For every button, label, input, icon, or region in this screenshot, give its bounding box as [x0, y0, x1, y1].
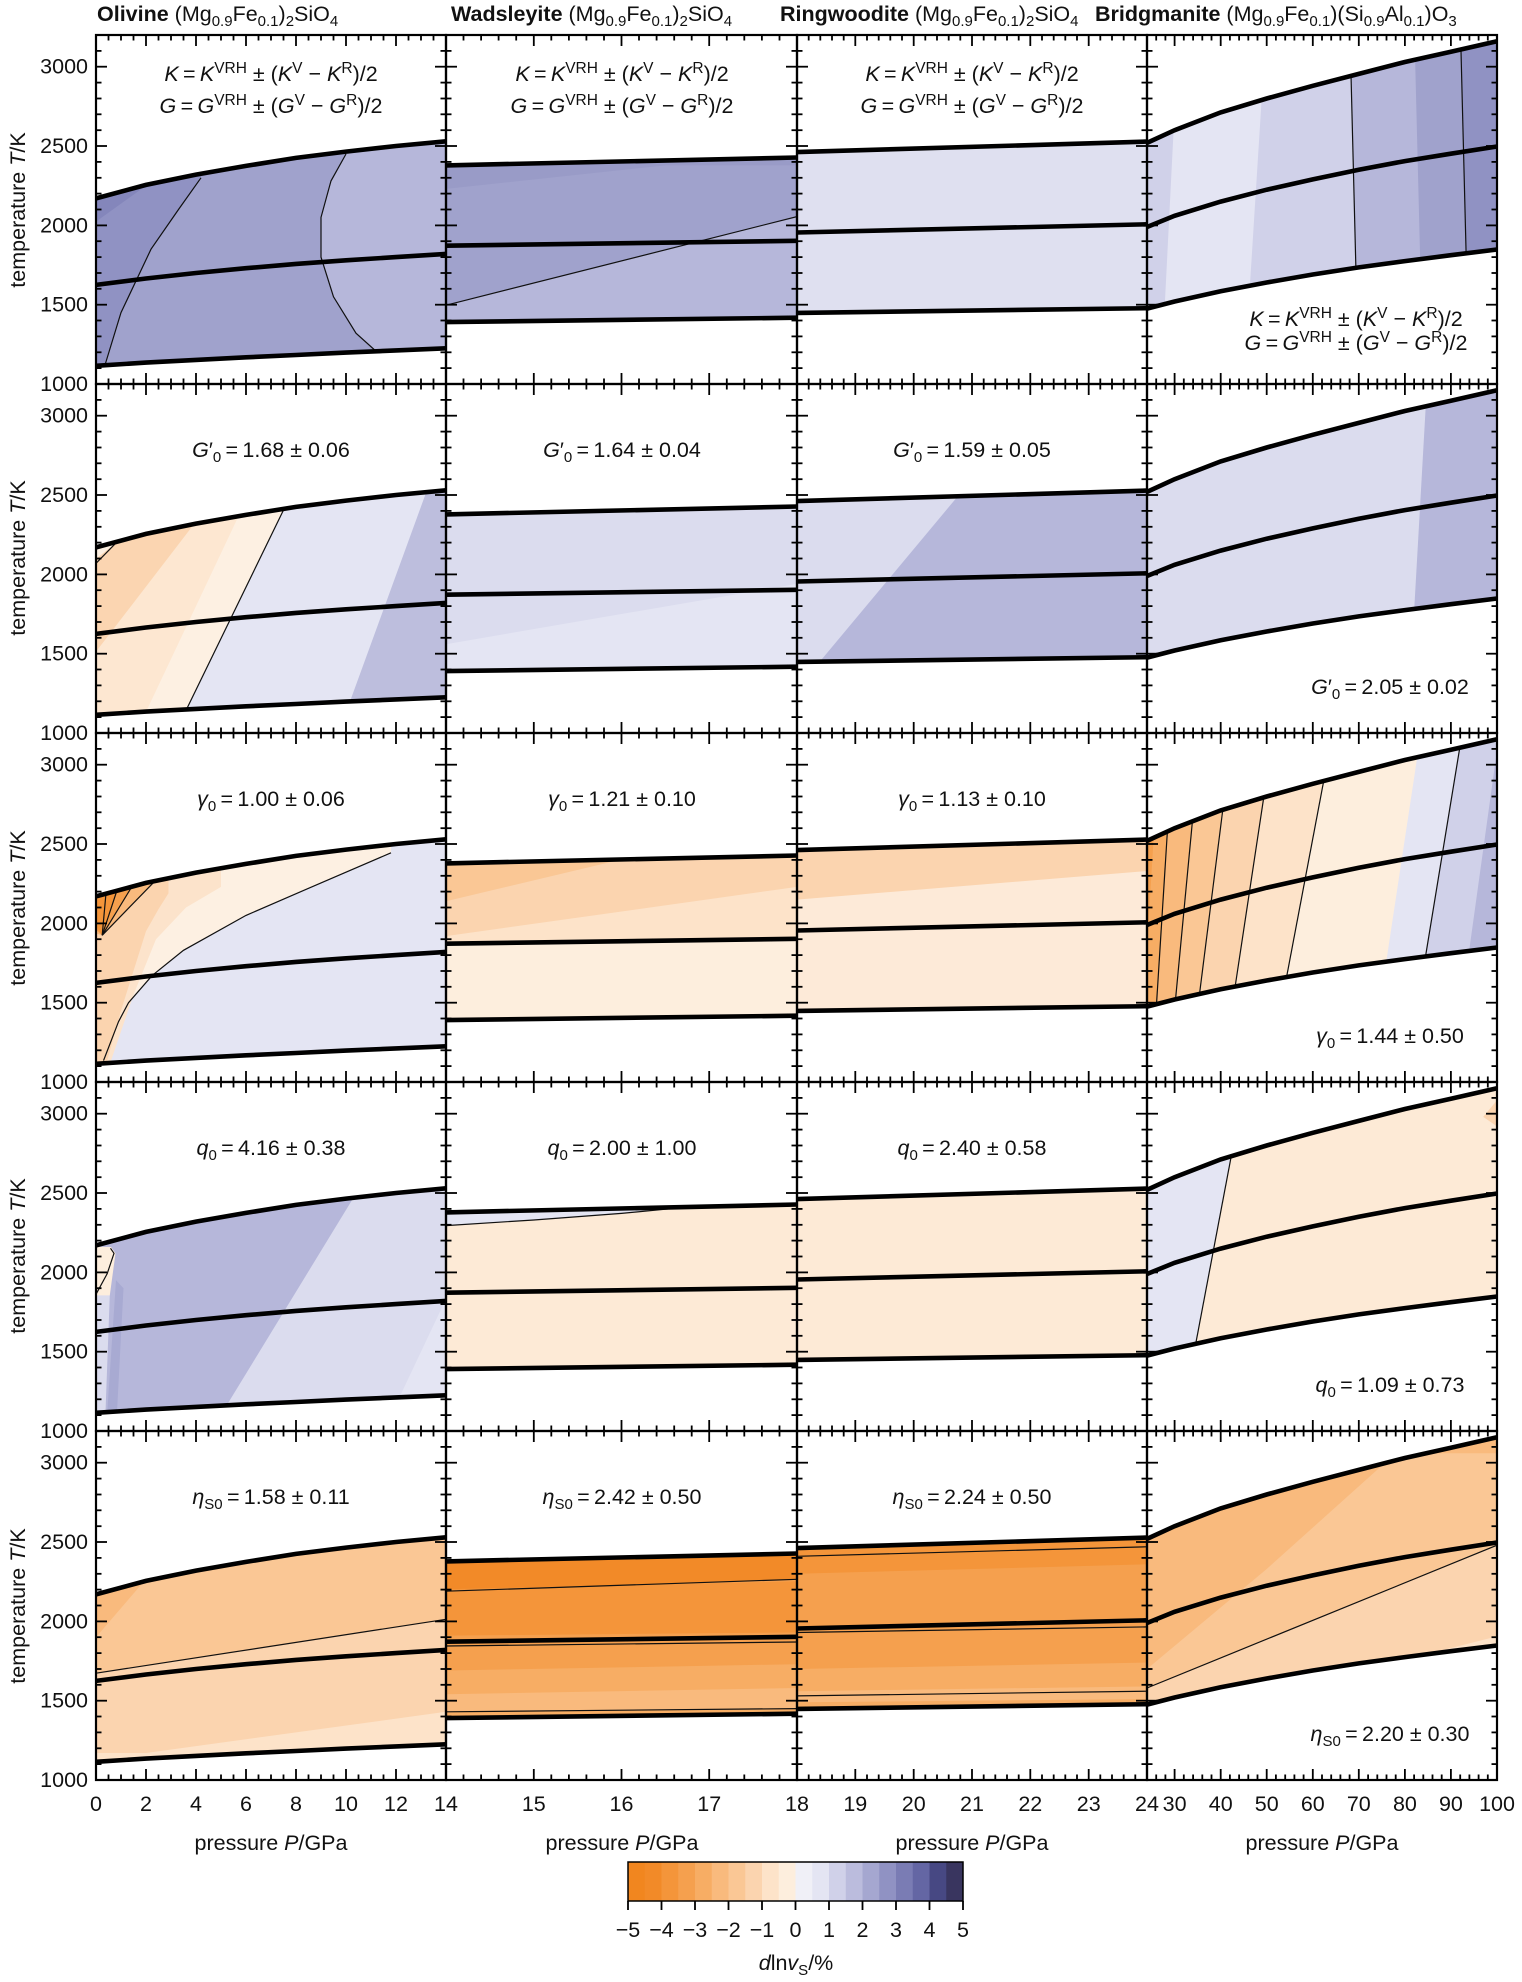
svg-text:1000: 1000 [40, 721, 88, 745]
svg-text:8: 8 [290, 1792, 302, 1816]
svg-text:90: 90 [1439, 1792, 1463, 1816]
svg-text:3000: 3000 [40, 55, 88, 79]
svg-text:21: 21 [960, 1792, 984, 1816]
svg-text:12: 12 [384, 1792, 408, 1816]
svg-text:Wadsleyite (Mg0.9​Fe0.1​)2​SiO: Wadsleyite (Mg0.9​Fe0.1​)2​SiO4​ [451, 2, 732, 30]
svg-text:24: 24 [1135, 1792, 1159, 1816]
svg-text:temperature T/K: temperature T/K [6, 830, 30, 986]
svg-text:2500: 2500 [40, 1530, 88, 1554]
svg-text:G = GVRH​ ± (GV​ − GR​)/2: G = GVRH​ ± (GV​ − GR​)/2 [160, 92, 383, 118]
svg-text:2000: 2000 [40, 1260, 88, 1284]
svg-text:16: 16 [610, 1792, 634, 1816]
svg-text:−4: −4 [649, 1918, 674, 1942]
svg-text:50: 50 [1255, 1792, 1279, 1816]
svg-text:q0​ = 2.00 ± 1.00: q0​ = 2.00 ± 1.00 [548, 1136, 697, 1164]
svg-text:1500: 1500 [40, 1340, 88, 1364]
svg-text:100: 100 [1479, 1792, 1515, 1816]
svg-text:dlnvS​/%: dlnvS​/% [759, 1951, 834, 1979]
svg-text:20: 20 [902, 1792, 926, 1816]
svg-text:G = GVRH​ ± (GV​ − GR​)/2: G = GVRH​ ± (GV​ − GR​)/2 [861, 92, 1084, 118]
svg-text:Ringwoodite (Mg0.9​Fe0.1​)2​Si: Ringwoodite (Mg0.9​Fe0.1​)2​SiO4​ [780, 2, 1079, 30]
svg-text:1000: 1000 [40, 1070, 88, 1094]
svg-text:10: 10 [334, 1792, 358, 1816]
svg-text:6: 6 [240, 1792, 252, 1816]
svg-text:q0​ = 4.16 ± 0.38: q0​ = 4.16 ± 0.38 [197, 1136, 346, 1164]
svg-text:2: 2 [140, 1792, 152, 1816]
svg-text:30: 30 [1163, 1792, 1187, 1816]
svg-text:17: 17 [697, 1792, 721, 1816]
svg-text:3: 3 [890, 1918, 902, 1942]
svg-text:2000: 2000 [40, 213, 88, 237]
svg-text:2500: 2500 [40, 483, 88, 507]
svg-text:15: 15 [522, 1792, 546, 1816]
svg-text:0: 0 [90, 1792, 102, 1816]
svg-text:pressure P/GPa: pressure P/GPa [896, 1831, 1049, 1855]
svg-text:temperature T/K: temperature T/K [6, 132, 30, 288]
svg-text:4: 4 [924, 1918, 936, 1942]
svg-text:3000: 3000 [40, 404, 88, 428]
svg-text:γ0​ = 1.44 ± 0.50: γ0​ = 1.44 ± 0.50 [1316, 1024, 1464, 1052]
svg-text:q0​ = 2.40 ± 0.58: q0​ = 2.40 ± 0.58 [898, 1136, 1047, 1164]
svg-text:pressure P/GPa: pressure P/GPa [195, 1831, 348, 1855]
svg-text:2000: 2000 [40, 1609, 88, 1633]
svg-text:23: 23 [1077, 1792, 1101, 1816]
svg-text:1000: 1000 [40, 372, 88, 396]
svg-text:0: 0 [790, 1918, 802, 1942]
svg-text:1500: 1500 [40, 991, 88, 1015]
svg-text:3000: 3000 [40, 1451, 88, 1475]
svg-text:80: 80 [1393, 1792, 1417, 1816]
svg-text:1500: 1500 [40, 1689, 88, 1713]
svg-text:19: 19 [843, 1792, 867, 1816]
svg-text:pressure P/GPa: pressure P/GPa [1246, 1831, 1399, 1855]
svg-text:temperature T/K: temperature T/K [6, 1528, 30, 1684]
svg-text:2000: 2000 [40, 562, 88, 586]
svg-text:−3: −3 [683, 1918, 708, 1942]
svg-text:2: 2 [857, 1918, 869, 1942]
svg-text:−5: −5 [616, 1918, 641, 1942]
svg-text:14: 14 [434, 1792, 458, 1816]
svg-text:22: 22 [1018, 1792, 1042, 1816]
svg-text:40: 40 [1209, 1792, 1233, 1816]
svg-text:2500: 2500 [40, 832, 88, 856]
svg-text:3000: 3000 [40, 753, 88, 777]
svg-text:−1: −1 [750, 1918, 775, 1942]
svg-text:γ0​ = 1.13 ± 0.10: γ0​ = 1.13 ± 0.10 [898, 787, 1046, 815]
svg-text:1500: 1500 [40, 293, 88, 317]
svg-text:γ0​ = 1.21 ± 0.10: γ0​ = 1.21 ± 0.10 [548, 787, 696, 815]
svg-text:−2: −2 [716, 1918, 741, 1942]
svg-text:ηS0​ = 1.58 ± 0.11: ηS0​ = 1.58 ± 0.11 [192, 1485, 349, 1513]
svg-text:temperature T/K: temperature T/K [6, 1178, 30, 1334]
svg-text:pressure P/GPa: pressure P/GPa [546, 1831, 699, 1855]
svg-text:4: 4 [190, 1792, 202, 1816]
svg-text:1000: 1000 [40, 1768, 88, 1792]
svg-text:G = GVRH​ ± (GV​ − GR​)/2: G = GVRH​ ± (GV​ − GR​)/2 [511, 92, 734, 118]
svg-text:70: 70 [1347, 1792, 1371, 1816]
svg-text:5: 5 [957, 1918, 969, 1942]
svg-text:1: 1 [823, 1918, 835, 1942]
svg-text:60: 60 [1301, 1792, 1325, 1816]
svg-text:2500: 2500 [40, 1181, 88, 1205]
svg-text:1000: 1000 [40, 1419, 88, 1443]
svg-text:γ0​ = 1.00 ± 0.06: γ0​ = 1.00 ± 0.06 [197, 787, 345, 815]
svg-text:2500: 2500 [40, 134, 88, 158]
svg-text:3000: 3000 [40, 1102, 88, 1126]
svg-text:G = GVRH​ ± (GV​ − GR​)/2: G = GVRH​ ± (GV​ − GR​)/2 [1245, 329, 1468, 355]
svg-text:1500: 1500 [40, 642, 88, 666]
svg-text:18: 18 [785, 1792, 809, 1816]
svg-text:temperature T/K: temperature T/K [6, 480, 30, 636]
svg-text:K = KVRH​ ± (KV​ − KR​)/2: K = KVRH​ ± (KV​ − KR​)/2 [515, 60, 728, 86]
svg-text:q0​ = 1.09 ± 0.73: q0​ = 1.09 ± 0.73 [1316, 1373, 1465, 1401]
svg-text:2000: 2000 [40, 911, 88, 935]
